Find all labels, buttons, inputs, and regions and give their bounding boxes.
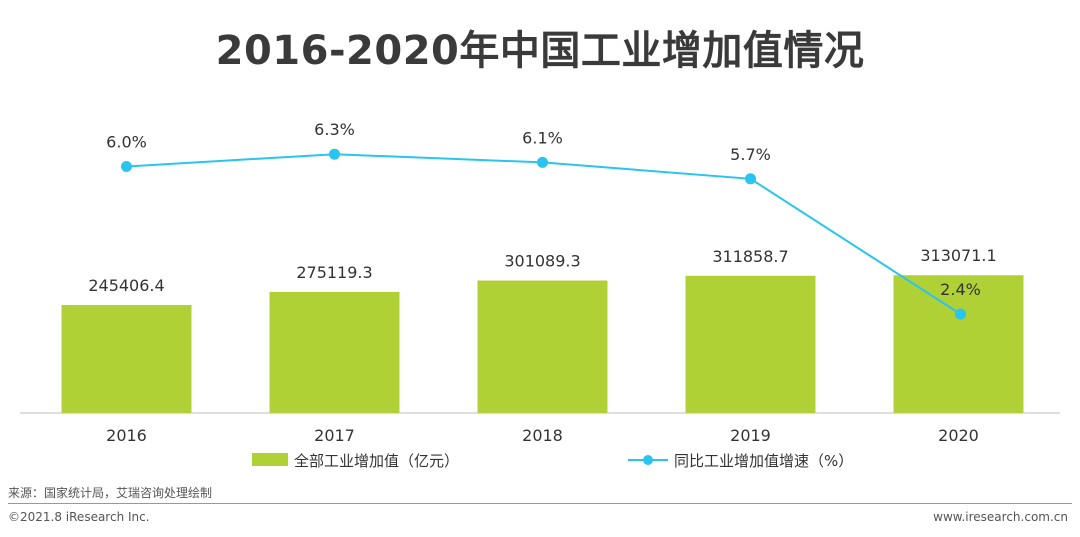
website-text: www.iresearch.com.cn [933,510,1068,524]
bar-value-label-2020: 313071.1 [920,246,996,265]
growth-point-2019 [745,173,756,185]
growth-point-2020 [955,308,966,320]
footer-divider [8,503,1072,504]
growth-label-2018: 6.1% [522,128,563,147]
bar-2017 [269,291,400,413]
growth-label-2019: 5.7% [730,145,771,164]
growth-label-2017: 6.3% [314,120,355,139]
x-tick-label-2018: 2018 [522,426,563,445]
bar-2018 [477,280,608,413]
bar-value-label-2019: 311858.7 [712,247,788,266]
chart-canvas: 245406.4 2016 275119.3 2017 301089.3 2018 3118… [20,120,1060,470]
bar-value-label-2018: 301089.3 [504,252,580,271]
legend-bar-swatch [252,453,288,466]
chart-title: 2016-2020年中国工业增加值情况 [215,28,865,74]
legend-bar-label: 全部工业增加值（亿元） [294,452,459,470]
source-note: 来源：国家统计局，艾瑞咨询处理绘制 [8,486,213,500]
bar-2016 [61,305,192,413]
growth-label-2016: 6.0% [106,133,147,152]
growth-point-2016 [121,161,132,172]
growth-point-2017 [329,148,340,160]
x-tick-label-2017: 2017 [314,426,355,445]
legend-line-marker [643,455,653,465]
bar-2020 [893,275,1024,413]
growth-label-2020: 2.4% [940,280,981,299]
x-tick-label-2020: 2020 [938,426,979,445]
x-tick-label-2019: 2019 [730,426,771,445]
bar-value-label-2017: 275119.3 [296,263,372,282]
growth-point-2018 [537,156,548,168]
bar-value-label-2016: 245406.4 [88,276,164,295]
x-tick-label-2016: 2016 [106,426,147,445]
bar-2019 [685,275,816,413]
copyright-text: ©2021.8 iResearch Inc. [8,510,150,524]
legend-line-label: 同比工业增加值增速（%） [674,452,853,470]
